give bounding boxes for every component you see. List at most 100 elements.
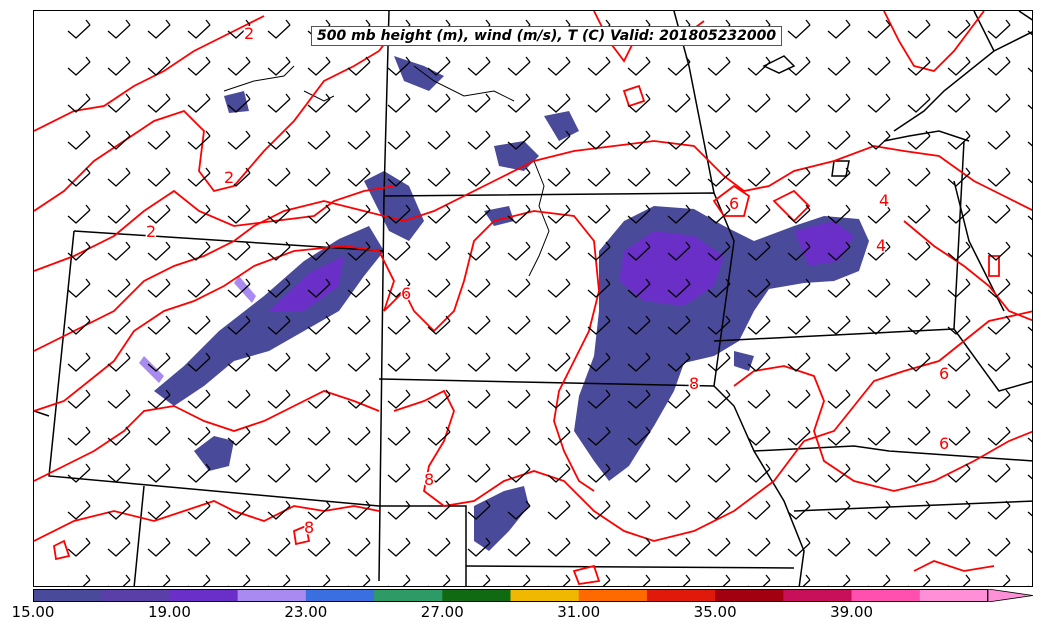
contour-line bbox=[53, 539, 71, 561]
wind-barb bbox=[627, 204, 651, 224]
wind-barb bbox=[507, 500, 531, 520]
contour-label: 4 bbox=[876, 236, 886, 255]
wind-barb bbox=[307, 278, 331, 298]
wind-barb bbox=[627, 426, 651, 446]
contour-line bbox=[913, 560, 995, 572]
wind-barb bbox=[67, 204, 91, 224]
wind-barb bbox=[107, 56, 131, 76]
wind-barb bbox=[667, 241, 691, 261]
wind-barb bbox=[987, 500, 1011, 520]
wind-barb bbox=[547, 130, 571, 150]
wind-barb bbox=[387, 463, 411, 483]
wind-barb bbox=[547, 426, 571, 446]
river-line bbox=[303, 90, 335, 102]
wind-barb bbox=[1027, 437, 1032, 443]
wind-barb bbox=[547, 167, 571, 187]
wind-barb bbox=[388, 574, 411, 586]
wind-barb bbox=[1027, 252, 1032, 258]
wind-barb bbox=[587, 315, 611, 335]
contour-line bbox=[293, 524, 311, 546]
wind-barb bbox=[427, 537, 451, 557]
wind-barb bbox=[667, 352, 691, 372]
wind-barb bbox=[547, 352, 571, 372]
wind-barb bbox=[787, 389, 811, 409]
wind-barb bbox=[747, 389, 771, 409]
wind-barb bbox=[987, 352, 1011, 372]
wind-barb bbox=[467, 426, 491, 446]
wind-barb bbox=[347, 93, 371, 113]
wind-barb bbox=[987, 56, 1011, 76]
colorbar-segment bbox=[442, 589, 511, 602]
wind-barb bbox=[307, 426, 331, 446]
wind-barb bbox=[987, 278, 1011, 298]
wind-barb bbox=[467, 241, 491, 261]
wind-barb bbox=[947, 19, 971, 39]
wind-barb bbox=[107, 352, 131, 372]
wind-barb bbox=[1027, 511, 1032, 517]
wind-barb bbox=[547, 204, 571, 224]
colorbar-segment bbox=[919, 589, 989, 602]
wind-barb bbox=[467, 500, 491, 520]
wind-barb bbox=[387, 315, 411, 335]
wind-barb bbox=[667, 278, 691, 298]
state-boundaries bbox=[34, 11, 1032, 586]
wind-barb bbox=[667, 93, 691, 113]
wind-barb bbox=[947, 204, 971, 224]
wind-barb bbox=[667, 537, 691, 557]
wind-barb bbox=[787, 500, 811, 520]
wind-barb bbox=[627, 315, 651, 335]
wind-barb bbox=[827, 56, 851, 76]
wind-barb bbox=[987, 389, 1011, 409]
wind-barb bbox=[387, 426, 411, 446]
wind-barb bbox=[187, 93, 211, 113]
wind-barb bbox=[867, 278, 891, 298]
wind-barb bbox=[747, 204, 771, 224]
wind-barb bbox=[987, 204, 1011, 224]
wind-barb bbox=[667, 56, 691, 76]
wind-barb bbox=[67, 352, 91, 372]
wind-barb bbox=[907, 352, 931, 372]
wind-barb bbox=[227, 426, 251, 446]
wind-barb bbox=[227, 19, 251, 39]
wind-barb bbox=[747, 241, 771, 261]
wind-barb bbox=[187, 352, 211, 372]
wind-barb bbox=[187, 389, 211, 409]
wind-barb bbox=[267, 204, 291, 224]
wind-barbs bbox=[67, 19, 1032, 586]
contour-line bbox=[712, 184, 751, 217]
contour-label: 6 bbox=[401, 284, 411, 303]
contour-line bbox=[883, 11, 985, 72]
moisture-fill-layer bbox=[139, 56, 869, 551]
wind-barb bbox=[1027, 141, 1032, 147]
wind-barb bbox=[147, 167, 171, 187]
wind-barb bbox=[468, 574, 491, 586]
colorbar-segment bbox=[305, 589, 375, 602]
fill-region bbox=[484, 206, 514, 226]
wind-barb bbox=[747, 56, 771, 76]
contour-line bbox=[34, 390, 380, 482]
wind-barb bbox=[547, 500, 571, 520]
wind-barb bbox=[627, 130, 651, 150]
wind-barb bbox=[1027, 289, 1032, 295]
wind-barb bbox=[307, 352, 331, 372]
wind-barb bbox=[427, 463, 451, 483]
wind-barb bbox=[227, 204, 251, 224]
colorbar-segment bbox=[33, 589, 102, 602]
colorbar-segment bbox=[374, 589, 443, 602]
wind-barb bbox=[187, 537, 211, 557]
wind-barb bbox=[347, 278, 371, 298]
contour-line bbox=[772, 189, 811, 223]
wind-barb bbox=[187, 56, 211, 76]
wind-barb bbox=[267, 537, 291, 557]
wind-barb bbox=[747, 167, 771, 187]
wind-barb bbox=[467, 278, 491, 298]
contour-labels: 2 2 2 6 6 6 4 4 6 8 8 8 bbox=[145, 23, 951, 539]
colorbar-tick-label: 23.00 bbox=[284, 603, 328, 621]
wind-barb bbox=[387, 204, 411, 224]
wind-barb bbox=[748, 574, 771, 586]
wind-barb bbox=[907, 500, 931, 520]
wind-barb bbox=[667, 167, 691, 187]
wind-barb bbox=[867, 352, 891, 372]
wind-barb bbox=[667, 130, 691, 150]
wind-barb bbox=[107, 278, 131, 298]
